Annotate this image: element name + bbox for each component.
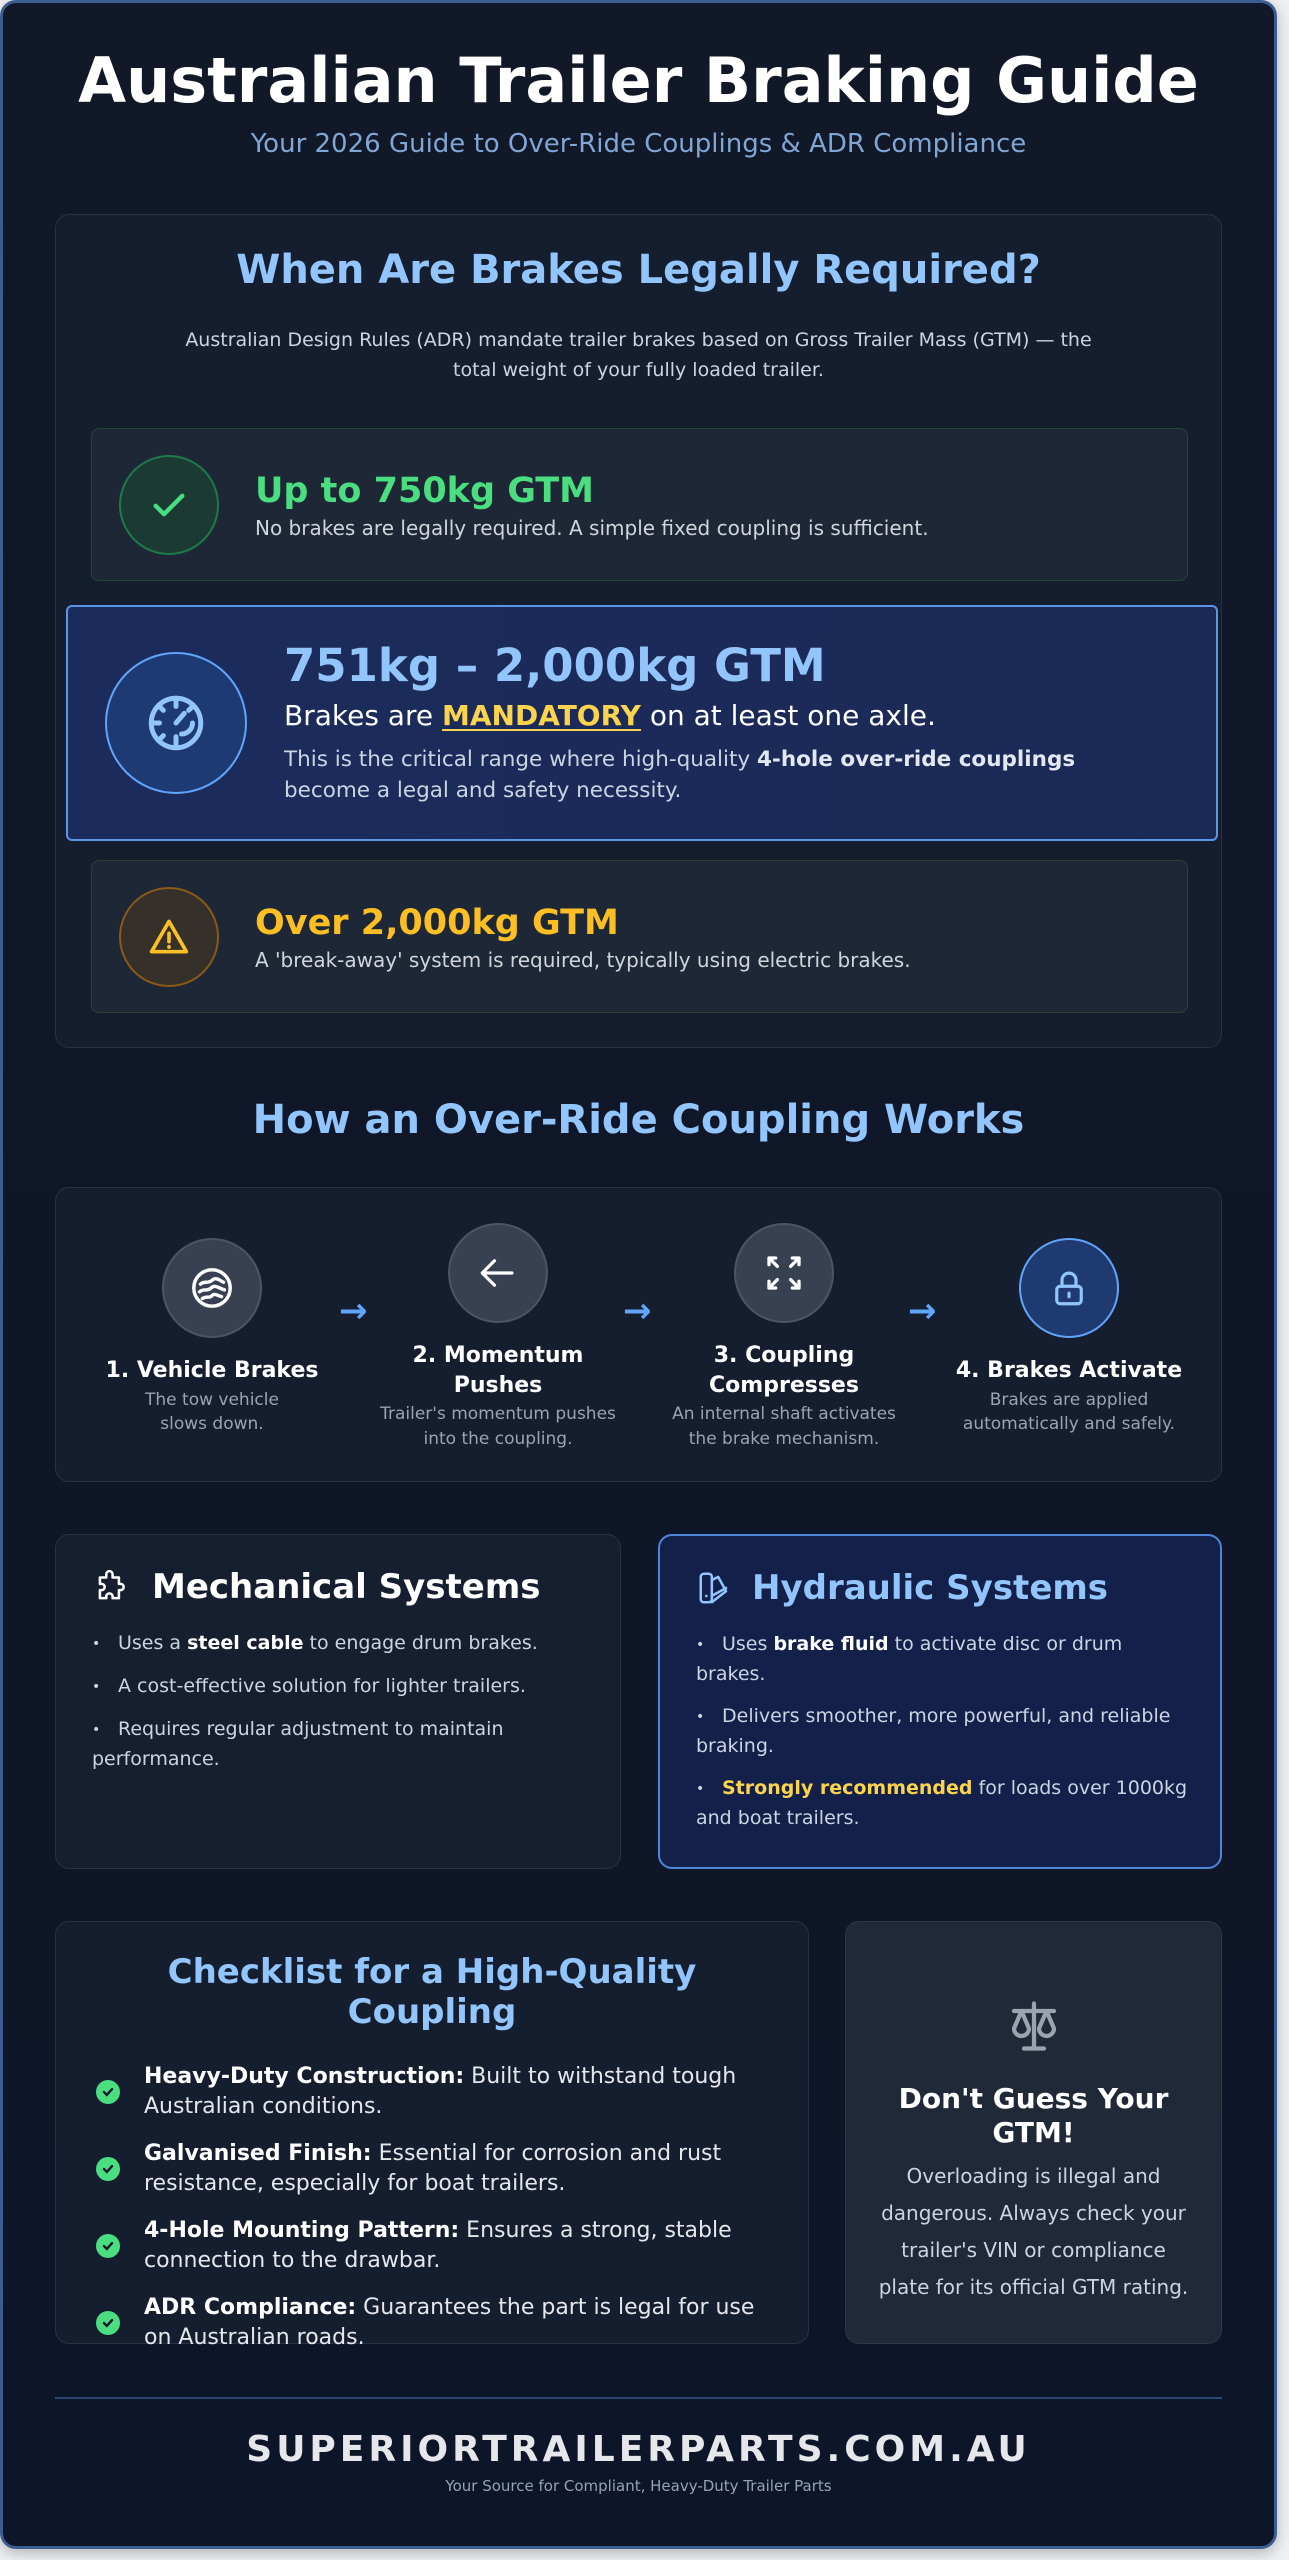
arrow-right-icon: → (339, 1291, 368, 1331)
text: to engage drum brakes. (303, 1632, 538, 1654)
step-title: 3. Coupling Compresses (709, 1343, 859, 1398)
list-item: Delivers smoother, more powerful, and re… (696, 1702, 1190, 1761)
item-label: Heavy-Duty Construction: (144, 2064, 465, 2089)
item-text: Built to withstand tough Australian cond… (144, 2064, 737, 2119)
section-heading: How an Over-Ride Coupling Works (252, 1097, 1025, 1143)
step-desc: The tow vehicle slows down. (145, 1389, 279, 1435)
list-item: Strongly recommended for loads over 1000… (696, 1774, 1190, 1833)
tier-card-under-750: Up to 750kg GTM No brakes are legally re… (91, 428, 1188, 581)
card-title: Mechanical Systems (152, 1567, 541, 1607)
text: This is the critical range where high-qu… (284, 747, 757, 773)
step-desc: Brakes are applied automatically and saf… (962, 1389, 1176, 1435)
bold-text: 4-hole over-ride couplings (756, 747, 1076, 773)
tier-title: Over 2,000kg GTM (255, 902, 619, 943)
tier-title: 751kg – 2,000kg GTM (284, 638, 826, 692)
gauge-icon (105, 652, 247, 794)
step-desc: An internal shaft activates the brake me… (672, 1404, 896, 1450)
checklist-card: Checklist for a High-Quality Coupling He… (55, 1921, 809, 2350)
mandatory-highlight: MANDATORY (442, 699, 641, 733)
item-label: 4-Hole Mounting Pattern: (144, 2218, 460, 2243)
text: Uses a (118, 1632, 188, 1654)
gtm-warning-card: Don't Guess Your GTM! Overloading is ill… (845, 1921, 1222, 2344)
text: Brakes are (284, 699, 442, 733)
card-title: Checklist for a High-Quality Coupling (167, 1952, 697, 2032)
tier-desc: A 'break-away' system is required, typic… (255, 947, 911, 972)
puzzle-icon (98, 1569, 125, 1600)
check-circle-icon (96, 2157, 120, 2181)
section-intro: Australian Design Rules (ADR) mandate tr… (185, 329, 1092, 381)
compress-icon (734, 1223, 834, 1323)
step-momentum-pushes: 2. Momentum Pushes Trailer's momentum pu… (373, 1223, 623, 1452)
item-text: Essential for corrosion and rust resista… (144, 2141, 722, 2196)
arrow-left-icon (448, 1223, 548, 1323)
footer-divider (55, 2397, 1222, 2399)
step-desc: Trailer's momentum pushes into the coupl… (380, 1404, 616, 1450)
card-title: Don't Guess Your GTM! (898, 2082, 1169, 2149)
card-desc: Overloading is illegal and dangerous. Al… (878, 2164, 1189, 2299)
tier-title: Up to 750kg GTM (255, 470, 595, 511)
tier-mandatory-line: Brakes are MANDATORY on at least one axl… (284, 699, 1144, 732)
list-item: Uses brake fluid to activate disc or dru… (696, 1630, 1190, 1689)
fluid-icon (699, 1572, 728, 1604)
arrow-right-icon: → (908, 1291, 937, 1331)
footer-tagline: Your Source for Compliant, Heavy-Duty Tr… (445, 2477, 832, 2495)
coupling-steps-panel (55, 1187, 1222, 1482)
checklist-item: Heavy-Duty Construction: Built to withst… (96, 2062, 768, 2122)
footer-brand: SUPERIORTRAILERPARTS.COM.AU (246, 2429, 1031, 2470)
bold-text: brake fluid (773, 1633, 889, 1655)
tier-desc: This is the critical range where high-qu… (284, 744, 1144, 806)
check-circle-icon (96, 2080, 120, 2104)
text: become a legal and safety necessity. (284, 778, 682, 804)
text: on at least one axle. (640, 699, 936, 733)
step-title: 1. Vehicle Brakes (105, 1358, 319, 1383)
item-text: Guarantees the part is legal for use on … (144, 2295, 755, 2350)
step-brakes-activate: 4. Brakes Activate Brakes are applied au… (944, 1238, 1194, 1437)
list-item: A cost-effective solution for lighter tr… (92, 1672, 590, 1702)
tier-card-751-2000: 751kg – 2,000kg GTM Brakes are MANDATORY… (66, 605, 1218, 841)
list-item: Requires regular adjustment to maintain … (92, 1715, 590, 1774)
highlight-text: Strongly recommended (722, 1777, 973, 1799)
page-subtitle: Your 2026 Guide to Over-Ride Couplings &… (250, 129, 1027, 159)
item-label: ADR Compliance: (144, 2295, 357, 2320)
mechanical-systems-card: Mechanical Systems Uses a steel cable to… (55, 1534, 621, 1869)
text: for loads over 1000kg and boat trailers. (696, 1777, 1188, 1829)
bold-text: steel cable (187, 1632, 304, 1654)
text: to activate disc or drum brakes. (696, 1633, 1123, 1685)
item-label: Galvanised Finish: (144, 2141, 372, 2166)
arrow-right-icon: → (623, 1291, 652, 1331)
text: Uses (722, 1633, 774, 1655)
step-coupling-compresses: 3. Coupling Compresses An internal shaft… (659, 1223, 909, 1452)
scale-icon (1011, 2001, 1056, 2051)
check-circle-icon (96, 2234, 120, 2258)
hydraulic-systems-card: Hydraulic Systems Uses brake fluid to ac… (658, 1534, 1222, 1869)
checklist-item: Galvanised Finish: Essential for corrosi… (96, 2139, 768, 2199)
checklist-item: 4-Hole Mounting Pattern: Ensures a stron… (96, 2216, 768, 2276)
warning-icon (119, 886, 219, 987)
step-vehicle-brakes: 1. Vehicle Brakes The tow vehicle slows … (87, 1238, 337, 1437)
tier-desc: No brakes are legally required. A simple… (255, 515, 929, 540)
check-icon (119, 454, 219, 555)
list-item: Uses a steel cable to engage drum brakes… (92, 1629, 590, 1659)
step-title: 4. Brakes Activate (955, 1358, 1183, 1383)
page-title: Australian Trailer Braking Guide (78, 44, 1199, 117)
card-title: Hydraulic Systems (752, 1568, 1109, 1608)
item-text: Ensures a strong, stable connection to t… (144, 2218, 732, 2273)
lock-icon (1019, 1238, 1119, 1338)
section-heading: When Are Brakes Legally Required? (236, 247, 1041, 293)
check-circle-icon (96, 2311, 120, 2335)
step-title: 2. Momentum Pushes (412, 1343, 584, 1398)
checklist-item: ADR Compliance: Guarantees the part is l… (96, 2293, 768, 2353)
tier-card-over-2000: Over 2,000kg GTM A 'break-away' system i… (91, 860, 1188, 1013)
brake-disc-icon (162, 1238, 262, 1338)
